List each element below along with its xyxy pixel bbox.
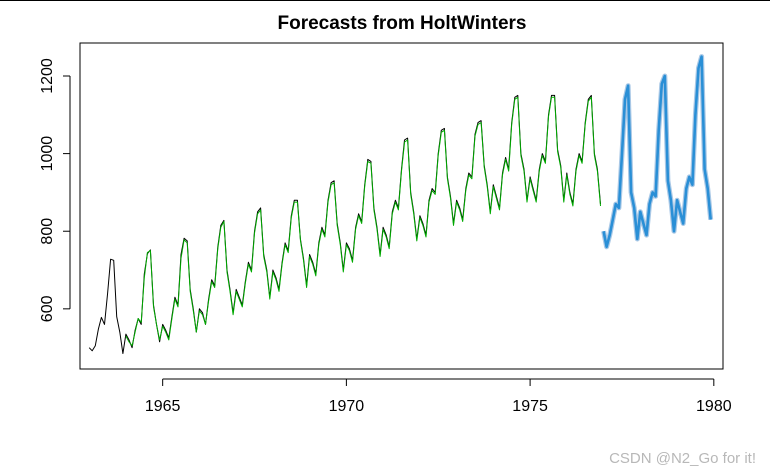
y-tick-label: 800 bbox=[39, 218, 56, 245]
fitted-series-line bbox=[125, 96, 601, 347]
x-tick-label: 1965 bbox=[145, 398, 181, 415]
y-tick-label: 1200 bbox=[39, 58, 56, 94]
series-layer bbox=[88, 54, 714, 354]
plot-frame bbox=[79, 42, 724, 370]
x-tick-label: 1975 bbox=[512, 398, 548, 415]
watermark: CSDN @N2_Go for it! bbox=[609, 450, 756, 467]
x-tick-label: 1970 bbox=[329, 398, 365, 415]
y-tick-label: 1000 bbox=[39, 136, 56, 172]
observed-series-line bbox=[88, 94, 601, 354]
forecast-line bbox=[602, 55, 712, 249]
y-axis: 600 800 1000 1200 bbox=[39, 58, 71, 322]
top-border-line bbox=[0, 0, 770, 1]
x-tick-label: 1980 bbox=[696, 398, 732, 415]
chart-title: Forecasts from HoltWinters bbox=[278, 13, 527, 34]
x-axis: 1965 1970 1975 1980 bbox=[145, 378, 732, 415]
y-tick-label: 600 bbox=[39, 295, 56, 322]
